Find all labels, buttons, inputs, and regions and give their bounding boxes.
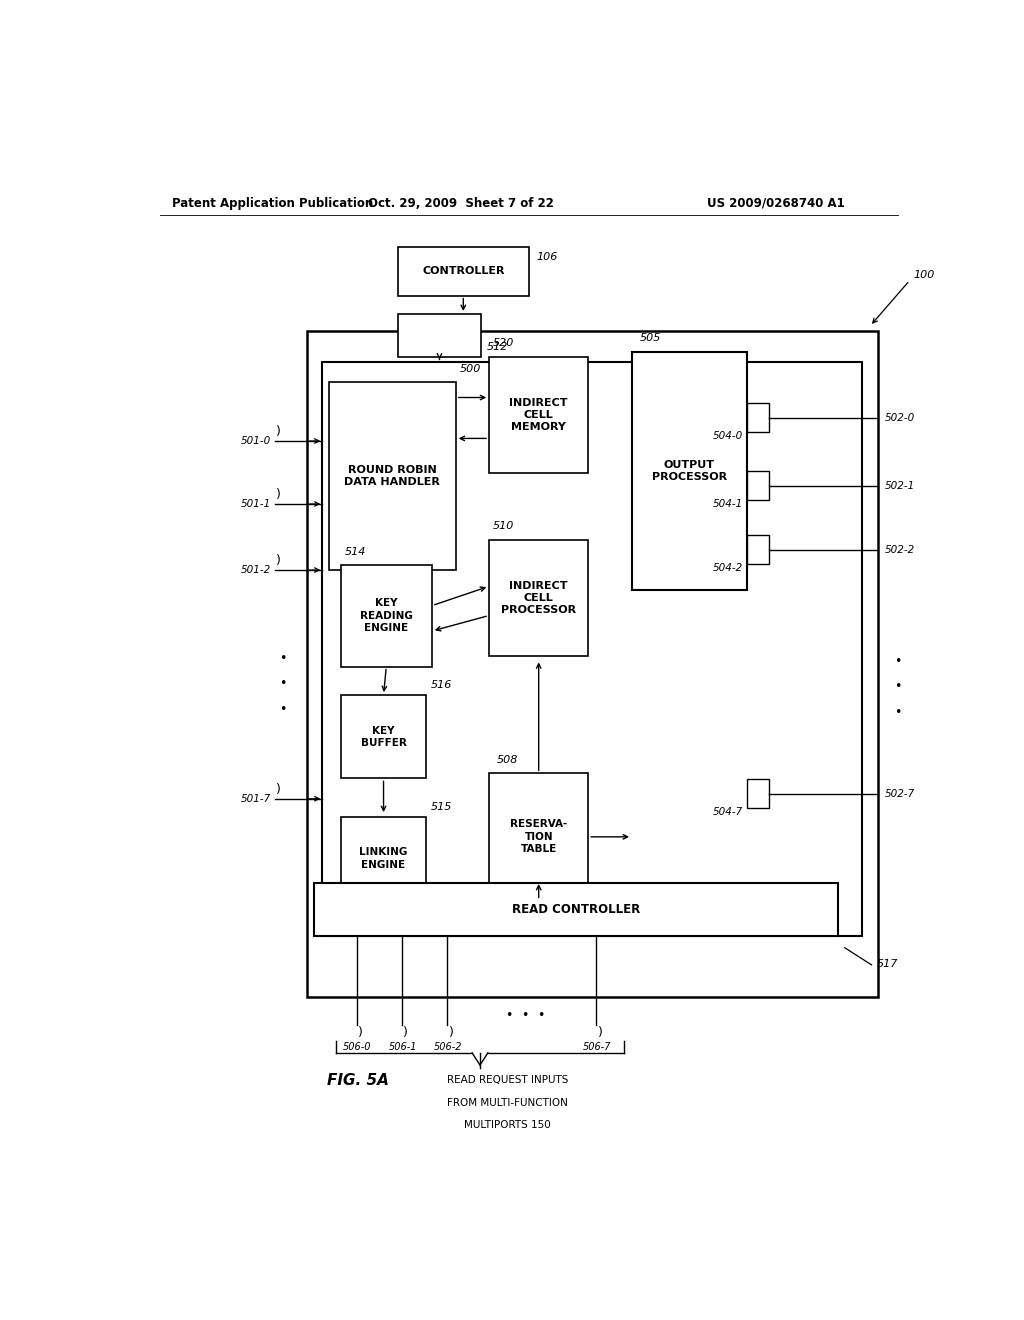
Text: 510: 510: [494, 521, 514, 532]
FancyBboxPatch shape: [397, 314, 481, 356]
Text: ): ): [358, 1027, 364, 1039]
FancyBboxPatch shape: [341, 817, 426, 900]
FancyBboxPatch shape: [632, 351, 748, 590]
Text: OUTPUT
PROCESSOR: OUTPUT PROCESSOR: [652, 459, 727, 482]
FancyBboxPatch shape: [397, 247, 528, 296]
Text: FROM MULTI-FUNCTION: FROM MULTI-FUNCTION: [447, 1097, 568, 1107]
Text: Patent Application Publication: Patent Application Publication: [172, 197, 373, 210]
Text: 517: 517: [877, 960, 898, 969]
FancyBboxPatch shape: [489, 774, 588, 900]
Text: INDIRECT
CELL
PROCESSOR: INDIRECT CELL PROCESSOR: [501, 581, 577, 615]
Text: ): ): [403, 1027, 409, 1039]
Text: 502-0: 502-0: [885, 413, 914, 422]
Text: CONTROLLER: CONTROLLER: [422, 267, 505, 276]
Text: •: •: [537, 1008, 545, 1022]
Text: 501-0: 501-0: [241, 436, 270, 446]
Text: ): ): [276, 783, 282, 796]
FancyBboxPatch shape: [489, 540, 588, 656]
Text: 106: 106: [537, 252, 558, 261]
Text: RESERVA-
TION
TABLE: RESERVA- TION TABLE: [510, 820, 567, 854]
Text: US 2009/0268740 A1: US 2009/0268740 A1: [708, 197, 845, 210]
Text: KEY
READING
ENGINE: KEY READING ENGINE: [359, 598, 413, 634]
FancyBboxPatch shape: [329, 381, 456, 570]
FancyBboxPatch shape: [341, 696, 426, 779]
Text: •: •: [894, 680, 901, 693]
FancyBboxPatch shape: [748, 536, 769, 564]
Text: KEY
BUFFER: KEY BUFFER: [360, 726, 407, 748]
Text: 500: 500: [460, 364, 481, 374]
Text: 506-2: 506-2: [433, 1041, 462, 1052]
Text: 504-7: 504-7: [713, 807, 743, 817]
Text: •: •: [280, 652, 287, 665]
Text: 100: 100: [913, 271, 935, 280]
Text: INDIRECT
CELL
MEMORY: INDIRECT CELL MEMORY: [509, 397, 568, 433]
Text: •: •: [894, 655, 901, 668]
FancyBboxPatch shape: [306, 331, 878, 997]
Text: LINKING
ENGINE: LINKING ENGINE: [359, 847, 408, 870]
Text: Oct. 29, 2009  Sheet 7 of 22: Oct. 29, 2009 Sheet 7 of 22: [369, 197, 554, 210]
Text: 501-1: 501-1: [241, 499, 270, 510]
Text: 506-7: 506-7: [583, 1041, 611, 1052]
Text: 508: 508: [497, 755, 518, 766]
FancyBboxPatch shape: [341, 565, 432, 667]
Text: •: •: [894, 706, 901, 719]
FancyBboxPatch shape: [748, 779, 769, 808]
FancyBboxPatch shape: [489, 356, 588, 474]
Text: •: •: [280, 677, 287, 690]
Text: 502-7: 502-7: [885, 788, 914, 799]
Text: 501-2: 501-2: [241, 565, 270, 576]
FancyBboxPatch shape: [314, 883, 839, 936]
FancyBboxPatch shape: [323, 362, 862, 936]
Text: READ CONTROLLER: READ CONTROLLER: [512, 903, 640, 916]
Text: •: •: [280, 702, 287, 715]
Text: ROUND ROBIN
DATA HANDLER: ROUND ROBIN DATA HANDLER: [344, 465, 440, 487]
Text: •: •: [505, 1008, 513, 1022]
Text: ): ): [276, 488, 282, 500]
Text: 504-0: 504-0: [713, 430, 743, 441]
Text: 504-1: 504-1: [713, 499, 743, 510]
Text: 504-2: 504-2: [713, 564, 743, 573]
FancyBboxPatch shape: [748, 404, 769, 432]
Text: ): ): [598, 1027, 603, 1039]
FancyBboxPatch shape: [748, 471, 769, 500]
Text: 502-1: 502-1: [885, 480, 914, 491]
Text: ): ): [276, 425, 282, 438]
Text: 501-7: 501-7: [241, 793, 270, 804]
Text: MULTIPORTS 150: MULTIPORTS 150: [464, 1119, 551, 1130]
Text: READ REQUEST INPUTS: READ REQUEST INPUTS: [447, 1076, 568, 1085]
Text: 516: 516: [430, 680, 452, 690]
Text: 514: 514: [345, 546, 366, 557]
Text: ): ): [449, 1027, 454, 1039]
Text: 515: 515: [430, 803, 452, 812]
Text: 506-0: 506-0: [343, 1041, 372, 1052]
Text: FIG. 5A: FIG. 5A: [328, 1073, 389, 1088]
Text: 512: 512: [486, 342, 508, 351]
Text: •: •: [521, 1008, 528, 1022]
Text: 520: 520: [494, 338, 514, 348]
Text: ): ): [276, 554, 282, 568]
Text: 502-2: 502-2: [885, 545, 914, 554]
Text: 505: 505: [640, 334, 662, 343]
Text: 506-1: 506-1: [388, 1041, 417, 1052]
